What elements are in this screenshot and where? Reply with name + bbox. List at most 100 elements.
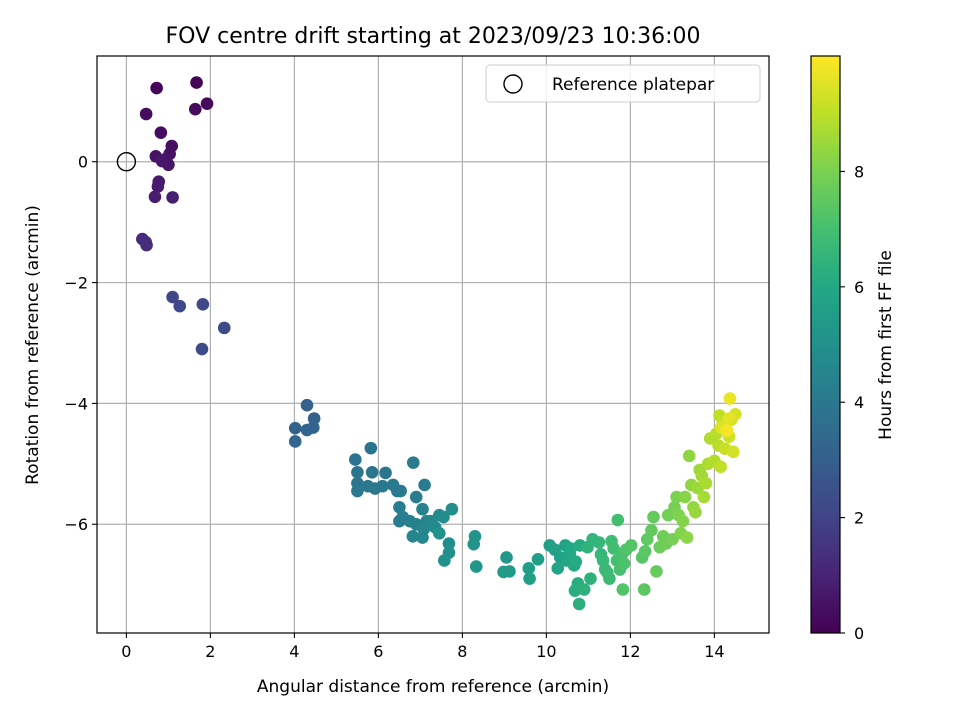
data-point [689,505,702,519]
data-point [584,572,597,585]
data-point [200,97,214,111]
data-point [433,527,446,540]
data-point [637,583,651,596]
data-point [217,321,231,335]
data-point [195,342,209,356]
data-point [406,456,420,469]
data-point [500,551,513,564]
y-tick-label: −4 [64,394,88,413]
legend: Reference platepar [485,64,761,103]
reference-marker [116,152,137,172]
x-tick-label: 6 [373,642,383,661]
colorbar [810,55,841,634]
x-tick-label: 14 [704,642,724,661]
x-axis-ticks: 0 2 4 6 8 10 12 14 [121,633,725,661]
data-point [351,484,364,498]
x-tick-label: 2 [205,642,215,661]
data-point [151,180,165,193]
data-point [442,537,456,550]
colorbar-tick-label: 6 [854,278,864,297]
data-point [551,562,565,575]
data-point [603,572,616,585]
data-point [376,479,389,493]
data-point [196,298,210,311]
x-tick-label: 4 [289,642,299,661]
chart-title: FOV centre drift starting at 2023/09/23 … [166,24,701,49]
data-point [155,154,169,168]
data-point [617,557,631,570]
colorbar-tick-label: 4 [854,393,864,412]
grid-lines [97,56,769,633]
x-tick-label: 8 [457,642,467,661]
data-point [307,412,321,425]
data-point [522,562,536,575]
y-axis-ticks: 0 −2 −4 −6 [64,153,97,534]
data-point [437,510,450,524]
x-tick-label: 10 [536,642,556,661]
data-point [531,552,545,566]
data-point [568,584,582,598]
data-point [727,445,740,459]
data-point [624,539,638,552]
data-point [722,412,736,425]
data-point [393,501,406,514]
data-point [697,490,711,504]
data-point [351,465,364,479]
data-point [416,531,429,544]
colorbar-ticks: 0 2 4 6 8 [840,162,864,643]
data-point [676,514,690,528]
plot-frame [96,55,770,634]
legend-marker [503,74,523,94]
data-point [365,465,379,479]
data-point [569,555,583,569]
legend-label: Reference platepar [552,75,714,95]
data-point [723,392,737,405]
data-point [645,523,658,537]
data-point [577,583,591,596]
data-point [682,449,696,463]
data-point [140,238,153,252]
data-point [173,299,187,313]
data-point [467,537,481,551]
data-point [572,597,586,611]
data-point [166,191,179,204]
data-point [647,510,660,524]
x-tick-label: 12 [620,642,640,661]
x-tick-label: 0 [121,642,131,661]
data-point [714,460,727,474]
data-point [638,545,652,558]
data-point [699,476,713,490]
data-point [166,290,179,304]
data-point [503,565,516,578]
data-point [393,514,406,528]
data-point [650,565,663,578]
colorbar-tick-label: 8 [854,162,864,181]
data-point [523,572,536,585]
data-point [190,76,203,89]
data-point [409,490,423,504]
data-point [148,190,162,204]
y-tick-label: 0 [78,153,88,172]
data-point [307,421,320,434]
data-point [611,513,625,527]
data-point [680,531,694,544]
data-point [616,583,630,596]
data-point [720,424,734,437]
data-point [406,530,420,543]
colorbar-tick-label: 2 [854,509,864,528]
y-tick-label: −2 [64,274,88,293]
data-point [394,484,407,498]
data-point [150,81,163,95]
data-point [188,102,202,116]
data-point [300,398,314,412]
data-point [445,502,459,516]
data-point [416,502,429,516]
data-point [592,536,606,549]
data-point [154,126,168,140]
data-point [288,421,302,435]
data-point [438,554,451,567]
data-point [379,466,392,480]
data-point [364,441,378,455]
y-tick-label: −6 [64,515,88,534]
